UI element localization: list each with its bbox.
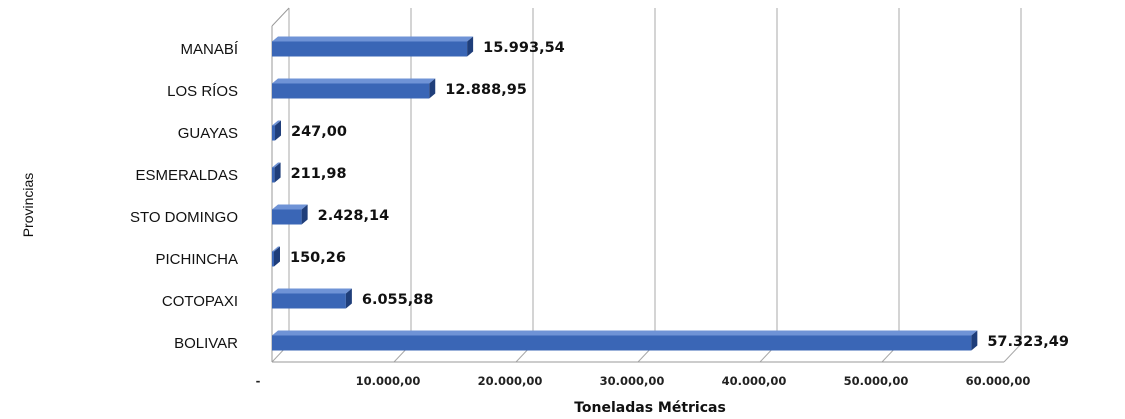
category-label: GUAYAS: [178, 125, 238, 142]
bar-front: [272, 83, 430, 99]
bar: [272, 330, 978, 351]
x-tick-label: 60.000,00: [966, 374, 1031, 388]
value-label: 57.323,49: [987, 334, 1069, 350]
value-label: 6.055,88: [362, 292, 434, 308]
bar-end: [971, 330, 978, 351]
category-labels: MANABÍ LOS RÍOS GUAYAS ESMERALDAS STO DOMING…: [130, 41, 239, 352]
bar-top: [272, 162, 281, 168]
bar: [272, 204, 308, 225]
bar-front: [272, 251, 274, 267]
bar-end: [429, 78, 436, 99]
value-labels: 15.993,54 12.888,95 247,00 211,98 2.428,14 15…: [290, 40, 1069, 350]
bar: [272, 78, 436, 99]
bar-end: [345, 288, 352, 309]
bar-top: [272, 330, 978, 336]
chart-grid: [271, 7, 1022, 363]
floor-gridline: [1003, 343, 1022, 363]
x-tick-label: 20.000,00: [478, 374, 543, 388]
chart-bars: [272, 36, 978, 351]
value-label: 247,00: [291, 124, 347, 140]
bar-top: [272, 36, 474, 42]
bar: [272, 162, 281, 183]
value-label: 2.428,14: [318, 208, 390, 224]
bar-front: [272, 209, 302, 225]
category-label: MANABÍ: [180, 41, 238, 58]
bar-front: [272, 167, 275, 183]
bar-top: [272, 78, 436, 84]
category-label: STO DOMINGO: [130, 209, 238, 226]
category-label: COTOPAXI: [162, 293, 238, 310]
y-axis-title: Provincias: [20, 173, 36, 238]
bar-front: [272, 125, 276, 141]
bar-end: [467, 36, 474, 57]
category-label: PICHINCHA: [155, 251, 238, 268]
x-tick-label: 10.000,00: [356, 374, 421, 388]
value-label: 211,98: [291, 166, 347, 182]
bar-end: [274, 162, 281, 183]
bar-end: [274, 246, 280, 267]
bar-top: [272, 246, 280, 252]
bar-front: [272, 41, 468, 57]
value-label: 150,26: [290, 250, 346, 266]
x-tick-label: 40.000,00: [722, 374, 787, 388]
category-label: LOS RÍOS: [167, 83, 238, 100]
bar-top: [272, 288, 352, 294]
x-tick-label: 30.000,00: [600, 374, 665, 388]
bar-top: [272, 120, 282, 126]
x-axis-title: Toneladas Métricas: [574, 400, 726, 416]
category-label: ESMERALDAS: [135, 167, 238, 184]
bar-end: [301, 204, 308, 225]
bar-front: [272, 293, 346, 309]
bar-top: [272, 204, 308, 210]
wall-edge: [271, 7, 290, 27]
bar-end: [275, 120, 282, 141]
x-tick-label: 50.000,00: [844, 374, 909, 388]
bar: [272, 120, 282, 141]
bar-front: [272, 335, 972, 351]
value-label: 15.993,54: [483, 40, 565, 56]
value-label: 12.888,95: [445, 82, 527, 98]
bar: [272, 246, 280, 267]
bar: [272, 36, 474, 57]
category-label: BOLIVAR: [174, 335, 238, 352]
bar: [272, 288, 352, 309]
x-tick-label: -: [256, 374, 261, 388]
x-tick-labels: - 10.000,00 20.000,00 30.000,00 40.000,00 50.…: [256, 374, 1031, 388]
